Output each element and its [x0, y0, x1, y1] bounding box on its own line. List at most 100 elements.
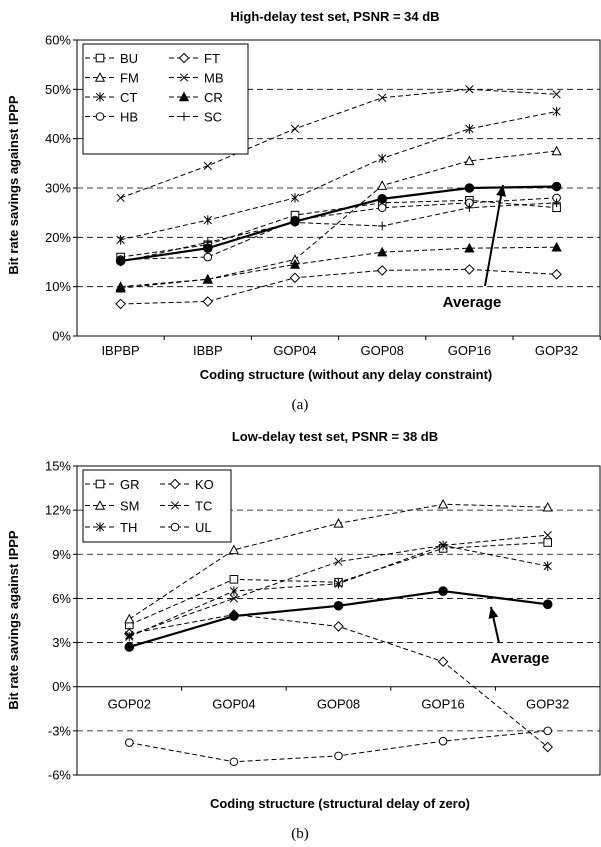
caption: (b) [291, 826, 309, 842]
data-point [229, 575, 239, 584]
legend-item-ko: KO [160, 477, 214, 492]
series-line [120, 111, 557, 241]
data-point [543, 538, 553, 547]
legend-label: KO [195, 477, 214, 492]
series-th [125, 540, 552, 642]
legend-marker [95, 479, 105, 489]
legend-marker [94, 500, 106, 510]
y-tick-label: 12% [45, 503, 71, 518]
x-tick-label: IBPBP [101, 343, 139, 358]
chart-high-delay: High-delay test set, PSNR = 34 dB Bit ra… [6, 9, 601, 413]
data-point [229, 594, 239, 603]
data-point [290, 216, 300, 227]
legend-item-cr: CR [169, 90, 223, 105]
legend-item-sc: SC [169, 110, 222, 125]
data-point [543, 531, 552, 540]
data-point [116, 193, 125, 203]
series-fm [115, 145, 562, 291]
data-point [542, 741, 554, 753]
legend-label: UL [195, 520, 212, 535]
x-tick-label: GOP32 [535, 343, 578, 358]
y-tick-label: 20% [45, 230, 71, 245]
data-point [203, 215, 212, 225]
y-tick-label: 50% [45, 82, 71, 97]
series-mb [116, 85, 561, 203]
series-line [120, 268, 557, 305]
legend-label: GR [120, 477, 140, 492]
data-point [542, 599, 553, 610]
legend-item-th: TH [85, 520, 137, 535]
data-point [464, 155, 475, 166]
series-ct [116, 106, 561, 245]
caption: (a) [292, 397, 309, 413]
legend-marker [170, 522, 180, 532]
data-point [124, 613, 135, 624]
x-tick-label: GOP16 [448, 343, 491, 358]
series-ko [123, 609, 554, 753]
data-point [203, 243, 213, 253]
chart-title: Low-delay test set, PSNR = 38 dB [232, 429, 438, 444]
legend-label: BU [120, 51, 138, 66]
series-ul [125, 726, 553, 767]
legend-item-gr: GR [85, 477, 140, 492]
data-point [202, 273, 213, 284]
legend-item-ul: UL [160, 520, 212, 535]
data-point [333, 621, 344, 632]
legend-label: CR [204, 90, 223, 105]
data-point [334, 557, 343, 566]
data-point [124, 642, 135, 652]
legend-marker [94, 72, 106, 82]
data-point [203, 252, 213, 262]
data-point [464, 242, 475, 253]
data-point [438, 540, 448, 551]
data-point [125, 738, 134, 747]
x-tick-label: GOP02 [108, 697, 151, 712]
data-point [437, 498, 449, 509]
chart-title: High-delay test set, PSNR = 34 dB [230, 9, 439, 24]
data-point [229, 611, 239, 621]
data-point [377, 221, 387, 231]
series-hb [116, 193, 561, 264]
legend-label: SM [120, 499, 140, 514]
legend-label: FT [204, 51, 220, 66]
data-point [377, 203, 387, 213]
arrow-shaft [484, 184, 504, 287]
y-tick-label: 15% [45, 459, 71, 474]
data-point [228, 544, 240, 555]
average-annotation: Average [443, 294, 502, 311]
y-tick-label: 0% [52, 679, 71, 694]
data-point [115, 298, 126, 310]
data-point [333, 600, 344, 611]
series-line [129, 534, 548, 636]
legend: BU FT FM MB CT CR HB SC [82, 43, 249, 155]
legend-item-sm: SM [85, 499, 140, 514]
series-line [120, 202, 557, 263]
series-cr [115, 241, 562, 293]
data-point [465, 85, 474, 94]
data-point [551, 241, 562, 252]
data-point [115, 282, 126, 293]
data-point [464, 183, 475, 193]
data-point [543, 726, 553, 736]
legend-marker [95, 522, 105, 532]
x-tick-label: GOP08 [361, 343, 404, 358]
data-point [552, 106, 561, 117]
x-tick-label: GOP16 [421, 697, 464, 712]
arrow-head [488, 607, 499, 619]
legend-marker [179, 73, 189, 82]
data-point [333, 518, 344, 528]
data-point [465, 124, 474, 134]
legend-label: TH [120, 520, 137, 535]
y-axis-label: Bit rate savings against IPPP [6, 95, 21, 275]
legend-label: TC [195, 499, 212, 514]
legend-item-bu: BU [85, 51, 138, 66]
series-line [120, 88, 557, 199]
data-point [116, 235, 125, 245]
y-tick-label: 3% [52, 635, 71, 650]
data-point [229, 757, 239, 767]
series-sm [124, 498, 553, 624]
series-line [120, 150, 557, 288]
legend-item-tc: TC [160, 499, 212, 514]
legend-label: FM [120, 71, 139, 86]
